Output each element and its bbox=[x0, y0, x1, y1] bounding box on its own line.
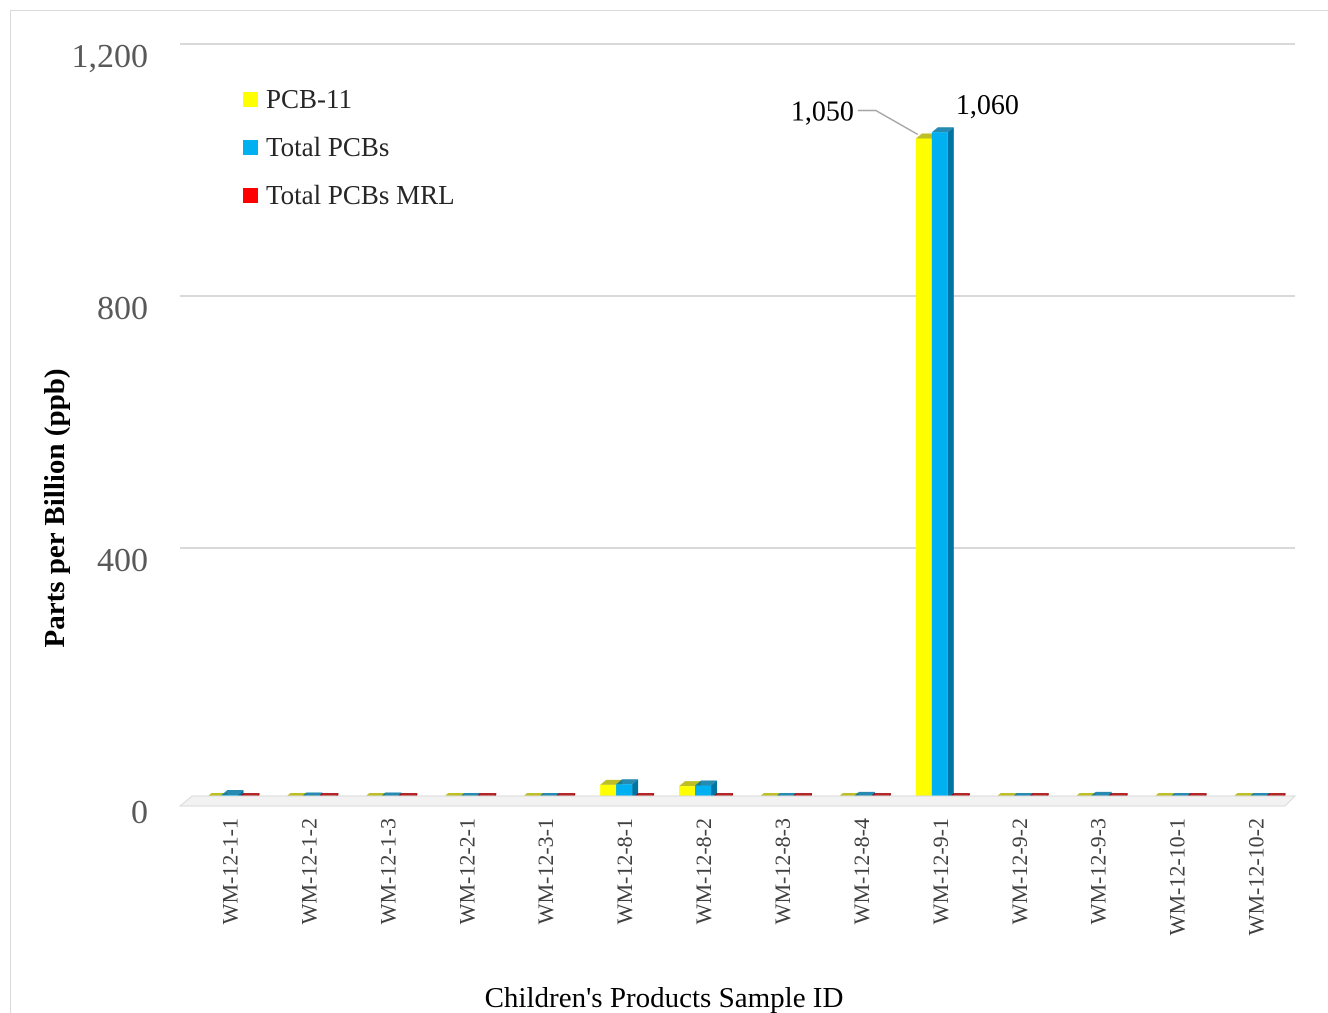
y-axis-ticks: 0 400 800 1,200 bbox=[72, 38, 149, 831]
bar-side bbox=[947, 127, 954, 800]
legend-label: Total PCBs MRL bbox=[266, 180, 455, 210]
legend-swatch-total-pcbs bbox=[243, 140, 258, 155]
y-axis-title: Parts per Billion (ppb) bbox=[39, 368, 71, 647]
y-tick-label: 0 bbox=[131, 794, 148, 831]
x-category-label: WM-12-1-1 bbox=[217, 818, 242, 924]
x-category-label: WM-12-10-2 bbox=[1244, 818, 1269, 935]
bar-top bbox=[221, 789, 244, 795]
y-tick-label: 800 bbox=[97, 290, 148, 327]
x-category-label: WM-12-9-2 bbox=[1007, 818, 1032, 924]
x-category-label: WM-12-8-1 bbox=[612, 818, 637, 924]
legend: PCB-11 Total PCBs Total PCBs MRL bbox=[243, 84, 455, 210]
bar-top bbox=[600, 779, 623, 785]
bar bbox=[931, 132, 948, 800]
leader-line bbox=[857, 109, 919, 136]
x-axis-floor bbox=[178, 795, 1297, 807]
legend-swatch-pcb-11 bbox=[243, 92, 258, 107]
x-category-label: WM-12-9-1 bbox=[928, 818, 953, 924]
x-category-label: WM-12-8-3 bbox=[770, 818, 795, 924]
chart-frame bbox=[10, 10, 1328, 1013]
legend-label: Total PCBs bbox=[266, 132, 389, 162]
x-category-label: WM-12-8-4 bbox=[849, 818, 874, 924]
x-category-label: WM-12-1-2 bbox=[296, 818, 321, 924]
x-category-label: WM-12-3-1 bbox=[533, 818, 558, 924]
x-category-label: WM-12-9-3 bbox=[1086, 818, 1111, 924]
legend-swatch-total-pcbs-mrl bbox=[243, 188, 258, 203]
data-labels: 1,050 1,060 bbox=[791, 90, 1019, 136]
bar-top bbox=[679, 781, 702, 787]
x-category-label: WM-12-8-2 bbox=[691, 818, 716, 924]
x-category-label: WM-12-1-3 bbox=[375, 818, 400, 924]
x-category-label: WM-12-10-1 bbox=[1165, 818, 1190, 935]
bar-top bbox=[931, 127, 954, 133]
x-category-label: WM-12-2-1 bbox=[454, 818, 479, 924]
bar-top bbox=[695, 780, 718, 786]
bar bbox=[915, 138, 932, 800]
x-axis-title: Children's Products Sample ID bbox=[485, 982, 844, 1013]
gridlines bbox=[180, 43, 1295, 549]
bar-top bbox=[616, 779, 639, 785]
y-tick-label: 400 bbox=[97, 542, 148, 579]
legend-label: PCB-11 bbox=[266, 84, 352, 114]
data-label: 1,060 bbox=[956, 90, 1019, 121]
y-tick-label: 1,200 bbox=[72, 38, 149, 75]
x-axis-categories: WM-12-1-1 WM-12-1-2 WM-12-1-3 WM-12-2-1 WM-1… bbox=[217, 818, 1268, 935]
data-label: 1,050 bbox=[791, 97, 854, 128]
bars bbox=[205, 127, 1286, 800]
x-axis bbox=[178, 795, 1297, 807]
